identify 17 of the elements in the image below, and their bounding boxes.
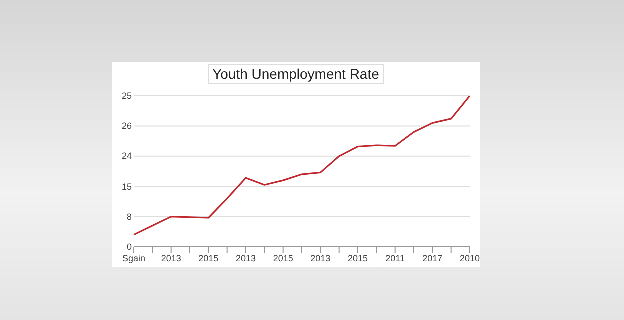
x-tick-label: Sgain: [122, 253, 146, 264]
x-tick-label: 2013: [310, 253, 331, 264]
x-tick-label: 2017: [422, 253, 443, 264]
text: 0: [126, 241, 132, 253]
x-tick-label: 2011: [386, 253, 406, 264]
text: 24: [120, 150, 132, 162]
x-tick-label: 2013: [161, 253, 182, 264]
text: 26: [120, 120, 132, 132]
x-tick-label: 2015: [198, 253, 219, 264]
text: 15: [120, 180, 132, 193]
x-tick-label: 2013: [236, 253, 256, 264]
text: 25: [120, 90, 132, 102]
x-tick-label: 2015: [348, 253, 368, 264]
x-tick-label: 2015: [273, 253, 294, 264]
chart-title: Youth Unemployment Rate: [208, 64, 384, 84]
x-tick-label: 2010: [460, 253, 480, 264]
text: 8: [126, 210, 132, 223]
